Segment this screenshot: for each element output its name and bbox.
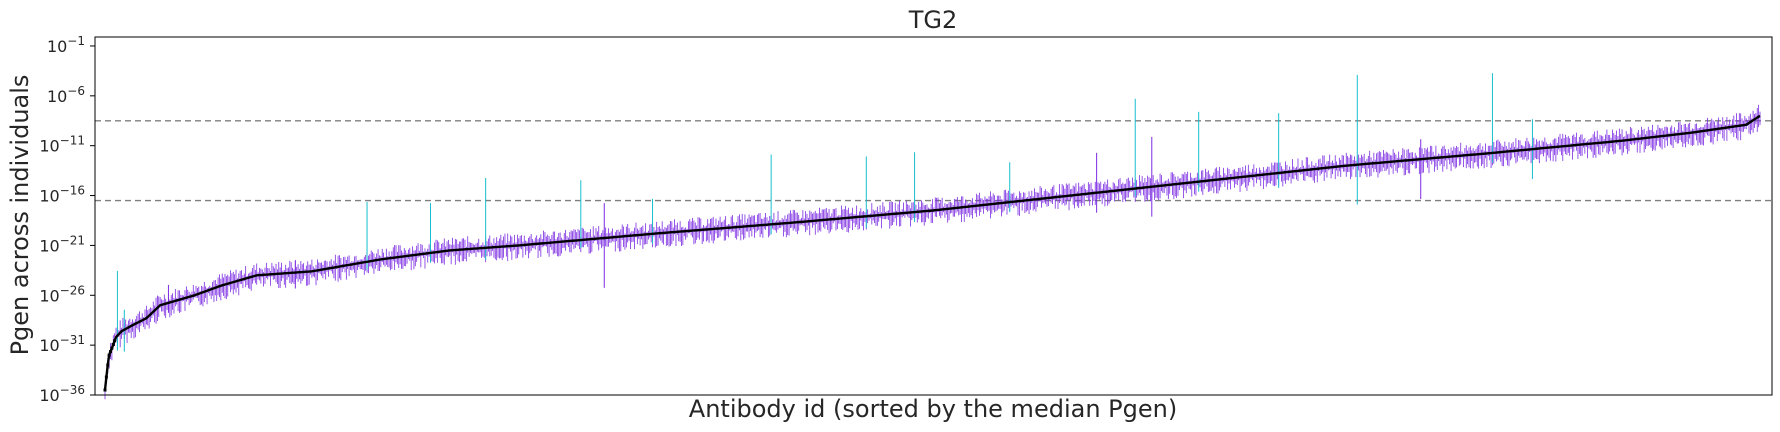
median-point [113, 339, 117, 343]
y-tick-label: 10−11 [39, 134, 85, 156]
median-point [111, 342, 115, 346]
x-axis-label: Antibody id (sorted by the median Pgen) [689, 395, 1177, 423]
median-point [107, 353, 111, 357]
y-tick-label: 10−6 [47, 84, 85, 106]
y-tick-label: 10−21 [39, 233, 85, 255]
y-axis-label: Pgen across individuals [6, 75, 34, 356]
y-tick-label: 10−36 [39, 383, 85, 405]
median-marker-series [103, 114, 1761, 391]
y-tick-label: 10−26 [39, 283, 85, 305]
chart-title: TG2 [908, 6, 958, 34]
y-tick-label: 10−1 [47, 34, 85, 56]
median-point [109, 350, 113, 354]
y-axis: 10−36 10−31 10−26 10−21 10−16 10−11 10−6 10−1 [39, 34, 95, 405]
median-point [104, 375, 108, 379]
plot-area [95, 73, 1772, 400]
plot-frame [94, 36, 1773, 396]
y-tick-label: 10−16 [39, 184, 85, 206]
y-tick-label: 10−31 [39, 333, 85, 355]
median-point [103, 388, 107, 392]
median-point [110, 346, 114, 350]
median-point [106, 363, 110, 367]
